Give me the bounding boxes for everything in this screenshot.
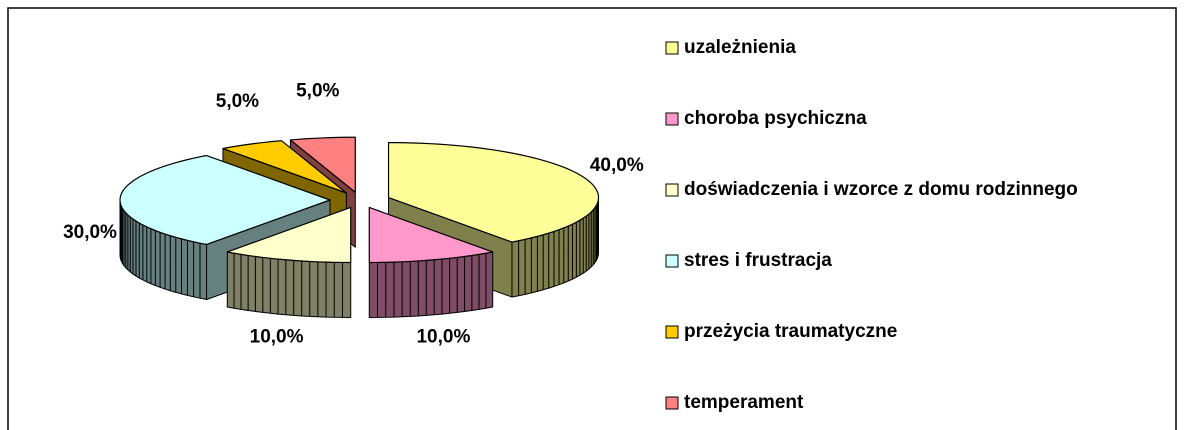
data-label: 5,0% <box>296 80 339 101</box>
data-label: 10,0% <box>416 327 470 348</box>
data-label: 40,0% <box>590 155 644 176</box>
data-label: 5,0% <box>216 91 259 112</box>
slice-side <box>226 251 352 318</box>
pie-slice <box>387 141 600 298</box>
slice-side <box>388 196 600 298</box>
data-label: 10,0% <box>250 327 304 348</box>
slice-top <box>222 140 347 194</box>
data-label: 30,0% <box>63 222 117 243</box>
legend-label: doświadczenia i wzorce z domu rodzinnego <box>684 179 1078 200</box>
slice-top <box>387 141 600 243</box>
slice-top <box>119 154 331 246</box>
legend-label: przeżycia traumatyczne <box>684 321 897 342</box>
legend-swatch <box>665 183 679 197</box>
legend-swatch <box>665 41 679 55</box>
legend-label: temperament <box>684 392 804 413</box>
legend-label: uzależnienia <box>684 37 796 58</box>
legend-label: stres i frustracja <box>684 250 832 271</box>
legend-swatch <box>665 396 679 410</box>
pie-slice <box>368 206 494 318</box>
pie-slice <box>226 206 352 318</box>
slice-top <box>368 206 494 264</box>
legend-label: choroba psychiczna <box>684 108 867 129</box>
slice-side <box>119 199 331 300</box>
pie-slice <box>119 154 331 300</box>
legend-swatch <box>665 325 679 339</box>
slice-top <box>226 206 352 264</box>
legend-swatch <box>665 254 679 268</box>
slice-top <box>289 136 356 193</box>
legend-swatch <box>665 112 679 126</box>
slice-side <box>368 251 494 318</box>
